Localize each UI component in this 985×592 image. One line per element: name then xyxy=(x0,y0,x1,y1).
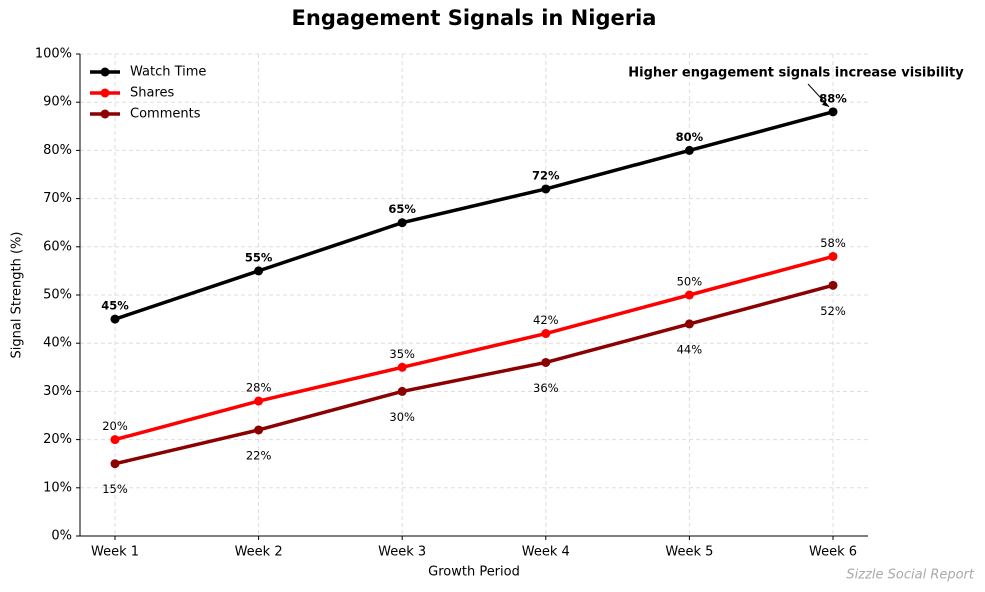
y-axis-label: Signal Strength (%) xyxy=(10,232,25,359)
y-tick-label: 10% xyxy=(43,480,72,495)
data-point xyxy=(254,396,264,406)
data-point xyxy=(541,184,551,194)
y-tick-label: 40% xyxy=(43,336,72,351)
data-label: 15% xyxy=(102,482,128,496)
legend-label: Shares xyxy=(130,86,175,101)
chart-title: Engagement Signals in Nigeria xyxy=(292,6,657,30)
y-tick-label: 100% xyxy=(35,47,72,62)
data-point xyxy=(110,314,120,324)
legend-label: Comments xyxy=(130,107,201,122)
data-label: 50% xyxy=(677,275,703,289)
x-axis-label: Growth Period xyxy=(428,565,520,580)
x-tick-label: Week 3 xyxy=(378,545,426,560)
data-label: 58% xyxy=(820,236,846,250)
annotation-arrowhead xyxy=(822,100,829,107)
data-point xyxy=(828,280,838,290)
y-tick-label: 90% xyxy=(43,95,72,110)
data-label: 45% xyxy=(101,299,129,313)
y-tick-label: 80% xyxy=(43,143,72,158)
x-tick-label: Week 1 xyxy=(91,545,139,560)
x-tick-label: Week 2 xyxy=(235,545,283,560)
data-label: 72% xyxy=(532,168,560,182)
y-tick-label: 50% xyxy=(43,288,72,303)
data-label: 65% xyxy=(388,202,416,216)
data-point xyxy=(254,266,264,276)
data-point xyxy=(397,362,407,372)
x-tick-label: Week 6 xyxy=(809,545,857,560)
data-point xyxy=(397,386,407,396)
data-label: 35% xyxy=(389,347,415,361)
data-label: 44% xyxy=(677,342,703,356)
legend-label: Watch Time xyxy=(130,65,206,80)
data-label: 80% xyxy=(676,130,704,144)
data-label: 42% xyxy=(533,313,559,327)
data-point xyxy=(541,329,551,339)
legend-marker xyxy=(100,109,110,119)
data-point xyxy=(684,319,694,329)
y-tick-label: 70% xyxy=(43,191,72,206)
data-label: 88% xyxy=(819,91,847,105)
y-tick-label: 30% xyxy=(43,384,72,399)
data-label: 55% xyxy=(245,250,273,264)
series-line xyxy=(114,254,834,442)
data-point xyxy=(110,435,120,445)
y-tick-label: 0% xyxy=(51,529,72,544)
data-point xyxy=(254,425,264,435)
y-tick-label: 60% xyxy=(43,239,72,254)
data-point xyxy=(828,107,838,117)
legend-marker xyxy=(100,88,110,98)
data-point xyxy=(828,251,838,261)
data-label: 22% xyxy=(246,448,272,462)
data-point xyxy=(684,290,694,300)
footer: Sizzle Social Report xyxy=(846,568,975,583)
data-label: 36% xyxy=(533,381,559,395)
data-point xyxy=(541,357,551,367)
data-point xyxy=(684,145,694,155)
data-point xyxy=(397,218,407,228)
data-point xyxy=(110,459,120,469)
annotation: Higher engagement signals increase visib… xyxy=(628,66,964,81)
data-label: 20% xyxy=(102,419,128,433)
data-label: 30% xyxy=(389,410,415,424)
x-tick-label: Week 5 xyxy=(665,545,713,560)
data-label: 52% xyxy=(820,304,846,318)
legend-marker xyxy=(100,67,110,77)
series-line xyxy=(114,110,834,321)
y-tick-label: 20% xyxy=(43,432,72,447)
series-line xyxy=(114,283,834,466)
x-tick-label: Week 4 xyxy=(522,545,570,560)
data-label: 28% xyxy=(246,381,272,395)
